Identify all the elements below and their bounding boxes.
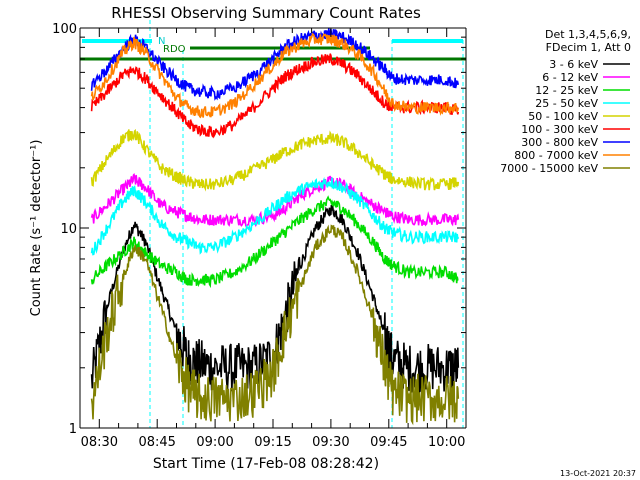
y-tick-label: 100 xyxy=(52,22,77,37)
x-tick-label: 09:00 xyxy=(196,435,233,450)
annotation-rdo: RDO xyxy=(163,44,186,55)
x-tick-label: 08:30 xyxy=(81,435,118,450)
legend-label: 300 - 800 keV xyxy=(521,136,598,149)
chart-title: RHESSI Observing Summary Count Rates xyxy=(111,4,421,22)
series-line-6 xyxy=(90,28,460,101)
x-axis-label: Start Time (17-Feb-08 08:28:42) xyxy=(153,456,379,472)
legend-header: Det 1,3,4,5,6,9, xyxy=(545,28,631,41)
x-tick-label: 10:00 xyxy=(428,435,465,450)
x-tick-label: 09:30 xyxy=(312,435,349,450)
series-line-7 xyxy=(90,32,460,119)
series-line-8 xyxy=(90,224,460,426)
legend-label: 25 - 50 keV xyxy=(535,97,598,110)
x-tick-label: 08:45 xyxy=(138,435,175,450)
y-tick-label: 10 xyxy=(60,222,77,237)
legend-label: 7000 - 15000 keV xyxy=(500,162,598,175)
x-tick-label: 09:45 xyxy=(370,435,407,450)
series-line-3 xyxy=(90,176,460,256)
y-tick-label: 1 xyxy=(69,422,77,437)
timestamp: 13-Oct-2021 20:37 xyxy=(560,469,636,478)
legend-header: FDecim 1, Att 0 xyxy=(546,41,631,54)
legend-label: 50 - 100 keV xyxy=(528,110,598,123)
legend-label: 6 - 12 keV xyxy=(542,71,598,84)
x-tick-label: 09:15 xyxy=(254,435,291,450)
series-line-1 xyxy=(90,173,460,228)
legend-label: 100 - 300 keV xyxy=(521,123,598,136)
legend-label: 3 - 6 keV xyxy=(549,58,598,71)
series-line-4 xyxy=(90,128,460,192)
legend-label: 800 - 7000 keV xyxy=(514,149,598,162)
legend-label: 12 - 25 keV xyxy=(535,84,598,97)
y-axis-label: Count Rate (s⁻¹ detector⁻¹) xyxy=(29,140,44,317)
series-line-2 xyxy=(90,195,459,289)
series-line-0 xyxy=(90,204,460,393)
annotation-n: N xyxy=(158,36,165,47)
